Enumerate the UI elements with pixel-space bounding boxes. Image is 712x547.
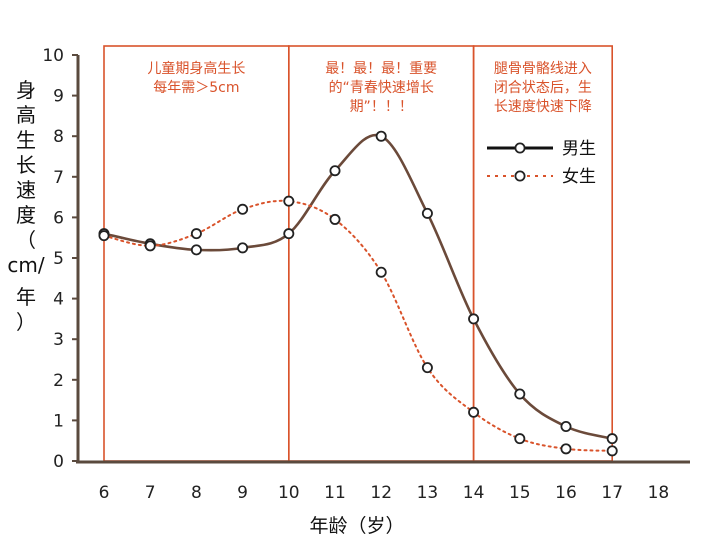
annotation-text: 最！最！最！重要 [325, 61, 437, 77]
data-point [514, 433, 526, 445]
data-point [237, 242, 249, 254]
x-tick-label: 14 [463, 483, 485, 503]
annotation-text: 的“青春快速增长 [329, 80, 434, 96]
x-tick-label: 15 [509, 483, 531, 503]
data-point [329, 213, 341, 225]
legend-label: 男生 [562, 139, 596, 159]
annotation-text: 长速度快速下降 [494, 99, 592, 115]
annotation-text: 腿骨骨骼线进入 [494, 61, 592, 77]
data-point [98, 230, 110, 242]
data-point [468, 313, 480, 325]
x-tick-label: 12 [370, 483, 392, 503]
x-tick-label: 7 [145, 483, 156, 503]
y-tick-label: 10 [42, 46, 64, 66]
annotation-text: 每年需＞5cm [153, 80, 239, 96]
series-layer [98, 130, 618, 457]
annotation-text: 闭合状态后，生 [494, 80, 592, 96]
data-point [283, 228, 295, 240]
x-axis-label: 年龄（岁） [309, 515, 404, 537]
x-tick-label: 17 [601, 483, 623, 503]
axis-labels: 年龄（岁） 身高生长速度（ cm/年） [7, 78, 404, 537]
legend-label: 女生 [562, 167, 596, 187]
y-tick-label: 5 [53, 249, 64, 269]
data-point [329, 165, 341, 177]
data-point [421, 207, 433, 219]
y-tick-label: 7 [53, 168, 64, 188]
x-tick-label: 18 [648, 483, 670, 503]
data-point [468, 406, 480, 418]
y-tick-label: 8 [53, 127, 64, 147]
data-point [560, 420, 572, 432]
x-tick-label: 11 [324, 483, 346, 503]
x-tick-label: 13 [417, 483, 439, 503]
x-tick-label: 6 [99, 483, 110, 503]
x-tick-label: 8 [191, 483, 202, 503]
y-tick-label: 6 [53, 208, 64, 228]
legend-marker [514, 142, 526, 154]
x-tick-label: 10 [278, 483, 300, 503]
data-point [421, 362, 433, 374]
annotation-text: 儿童期身高生长 [147, 60, 245, 77]
data-point [606, 433, 618, 445]
data-point [606, 445, 618, 457]
data-point [190, 244, 202, 256]
data-point [560, 443, 572, 455]
y-axis-label: 身高生长速度（ cm/年） [7, 78, 44, 334]
y-tick-label: 2 [53, 371, 64, 391]
data-point [375, 266, 387, 278]
data-point [190, 228, 202, 240]
y-tick-label: 3 [53, 330, 64, 350]
data-point [144, 240, 156, 252]
legend-marker [514, 170, 526, 182]
series-line-1 [102, 133, 614, 440]
x-tick-label: 9 [237, 483, 248, 503]
data-point [283, 195, 295, 207]
data-point [237, 203, 249, 215]
y-tick-label: 4 [53, 290, 64, 310]
data-point [514, 388, 526, 400]
x-tick-label: 16 [555, 483, 577, 503]
series-line-2 [103, 199, 614, 452]
y-tick-label: 9 [53, 87, 64, 107]
y-tick-label: 1 [53, 411, 64, 431]
y-tick-label: 0 [53, 452, 64, 472]
data-point [375, 130, 387, 142]
annotation-text: 期”！！！ [350, 99, 413, 115]
